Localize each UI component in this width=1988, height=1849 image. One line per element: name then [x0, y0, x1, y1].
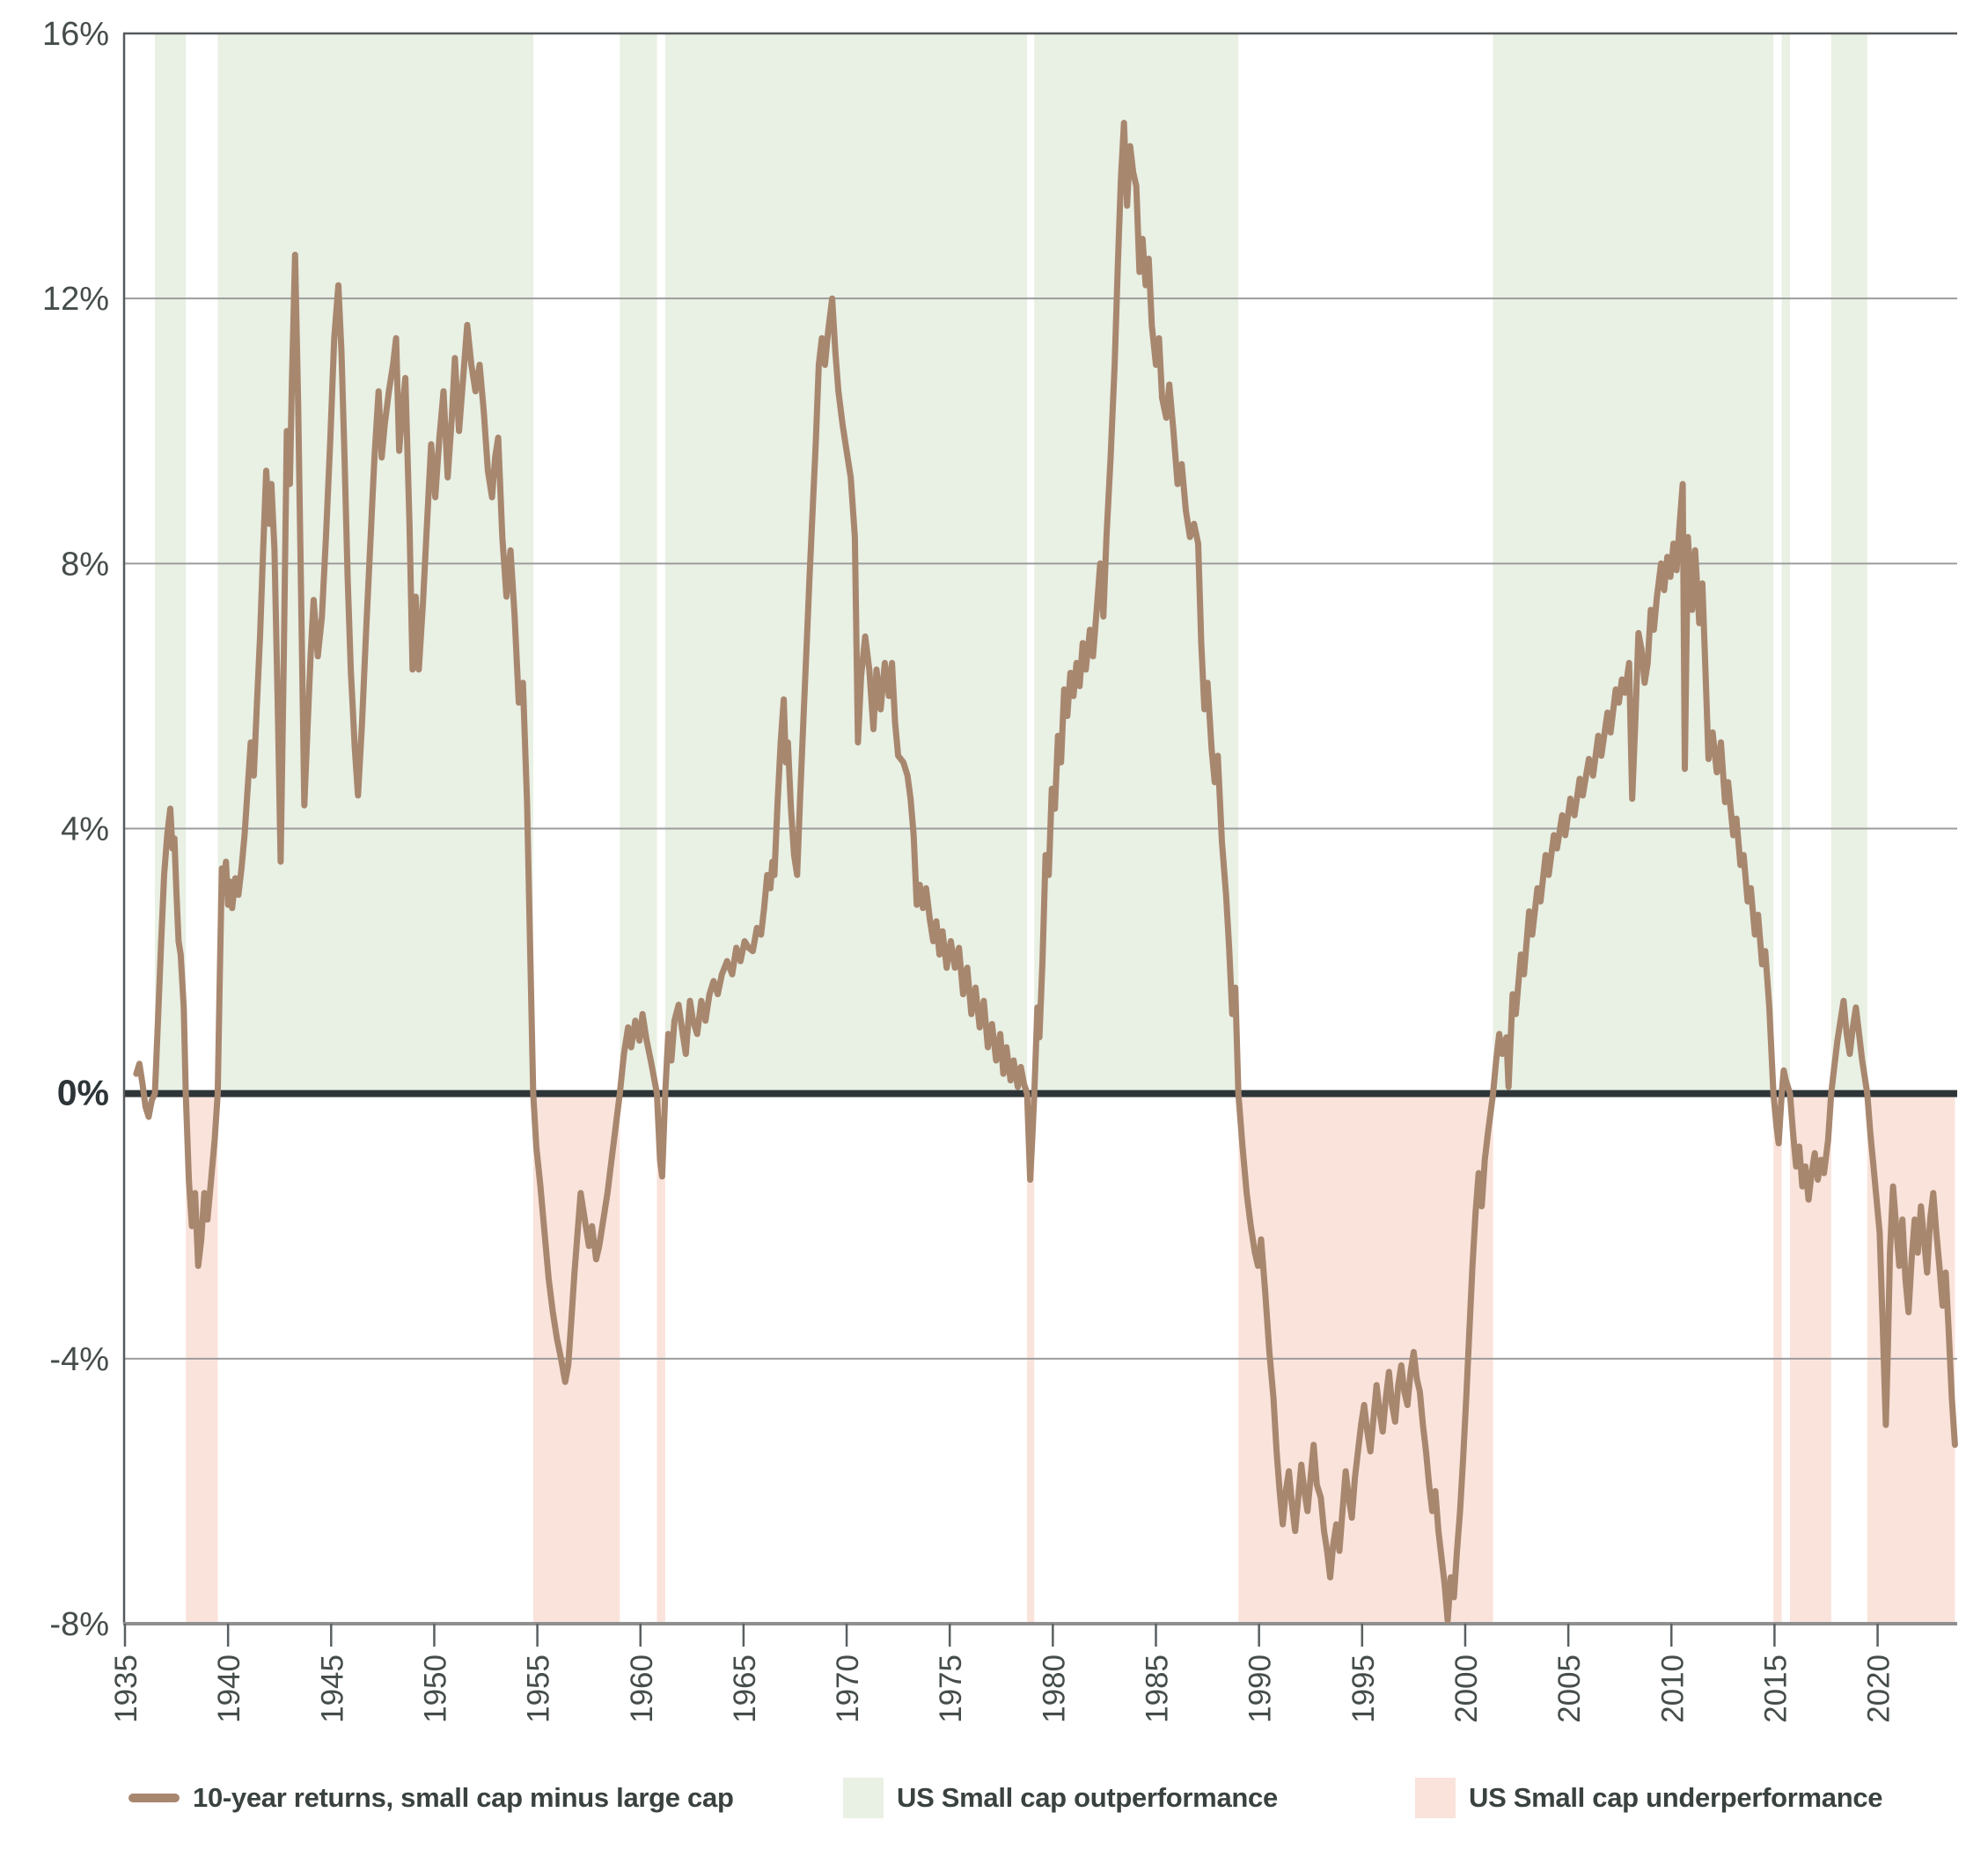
legend-item-underperformance: US Small cap underperformance: [1415, 1767, 1883, 1829]
x-axis-label: 1950: [418, 1655, 452, 1723]
x-axis-label: 1945: [315, 1655, 349, 1723]
legend-label-series: 10-year returns, small cap minus large c…: [193, 1782, 734, 1813]
x-axis-label: 2005: [1552, 1655, 1587, 1723]
y-axis-label: -4%: [49, 1341, 109, 1378]
series-layer: [133, 120, 1958, 1624]
y-axis-label: 8%: [61, 546, 109, 583]
x-axis-label: 1965: [728, 1655, 762, 1723]
legend: 10-year returns, small cap minus large c…: [0, 1767, 1988, 1846]
x-axis-label: 1940: [212, 1655, 246, 1723]
y-axis-label: 4%: [61, 811, 109, 848]
axis-labels-layer: 16% 12% 8% 4% 0% -4% -8%1935 1940 1945 1950 1955 19…: [42, 16, 1896, 1723]
plot-canvas: 16% 12% 8% 4% 0% -4% -8%1935 1940 1945 1950 1955 19…: [42, 16, 1958, 1723]
x-axis-label: 1975: [934, 1655, 968, 1723]
x-axis-label: 1955: [522, 1655, 556, 1723]
legend-label-outperformance: US Small cap outperformance: [897, 1782, 1278, 1813]
x-axis-label: 1935: [109, 1655, 143, 1723]
x-axis-label: 1985: [1141, 1655, 1175, 1723]
x-axis-label: 2020: [1862, 1655, 1896, 1723]
x-axis-label: 1990: [1243, 1655, 1278, 1723]
x-axis-label: 2010: [1655, 1655, 1690, 1723]
y-axis-label: 0%: [57, 1073, 109, 1113]
series-line-swatch: [128, 1794, 180, 1802]
legend-label-underperformance: US Small cap underperformance: [1469, 1782, 1883, 1813]
y-axis-label: 12%: [42, 281, 109, 318]
x-axis-label: 2015: [1758, 1655, 1793, 1723]
underperformance-swatch: [1415, 1778, 1456, 1818]
x-axis-label: 1980: [1037, 1655, 1071, 1723]
legend-item-outperformance: US Small cap outperformance: [843, 1767, 1278, 1829]
x-axis-label: 1970: [831, 1655, 865, 1723]
axes-layer: [122, 33, 1957, 1647]
series-line: [133, 120, 1958, 1624]
x-axis-label: 1960: [625, 1655, 659, 1723]
outperformance-swatch: [843, 1778, 884, 1818]
x-axis-label: 2000: [1449, 1655, 1484, 1723]
x-axis-label: 1995: [1346, 1655, 1381, 1723]
gridlines-layer: [123, 32, 1957, 1360]
y-axis-label: 16%: [42, 16, 109, 53]
legend-item-series: 10-year returns, small cap minus large c…: [128, 1767, 734, 1829]
y-axis-label: -8%: [49, 1606, 109, 1643]
